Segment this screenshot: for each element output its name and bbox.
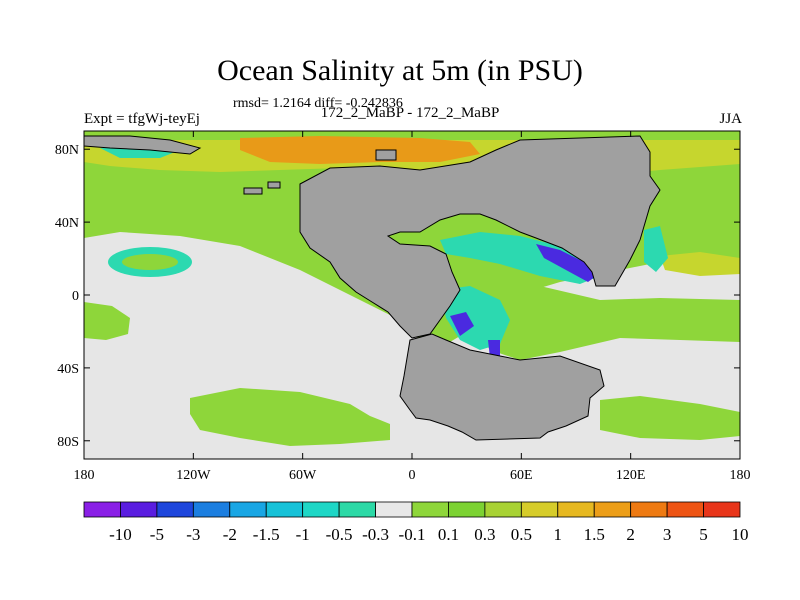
colorbar-label: -1.5 (253, 525, 280, 544)
experiment-label: Expt = tfgWj-teyEj (84, 111, 200, 127)
field-positive-atlantic (468, 282, 740, 360)
land-north (299, 135, 661, 339)
lon-tick-label: 0 (409, 468, 416, 483)
colorbar-swatch (83, 501, 121, 518)
lat-tick-label: 0 (72, 289, 79, 304)
field-positive-southeast (600, 396, 740, 440)
land-south (399, 333, 605, 441)
field-strong-negative-4 (450, 312, 474, 336)
colorbar-label: 2 (626, 525, 635, 544)
field-very-high-north (240, 136, 480, 164)
lon-tick-label: 60E (510, 468, 533, 483)
lon-tick-label: 120W (176, 468, 211, 483)
field-high-east (660, 252, 740, 276)
colorbar-label: 0.3 (474, 525, 495, 544)
land-islet-1 (243, 187, 263, 195)
colorbar-swatch (630, 501, 668, 518)
field-positive-west-tip (84, 302, 130, 340)
colorbar-label: 5 (699, 525, 708, 544)
lat-tick-label: 40S (57, 362, 79, 377)
colorbar-label: 0.1 (438, 525, 459, 544)
colorbar-label: -2 (223, 525, 237, 544)
colorbar-swatch (593, 501, 632, 518)
lon-tick-label: 180 (74, 468, 95, 483)
field-positive-south (190, 388, 390, 446)
colorbar-label: -0.5 (326, 525, 353, 544)
run-label: 172_2_MaBP - 172_2_MaBP (320, 105, 500, 121)
colorbar-label: 10 (732, 525, 749, 544)
lat-tick-label: 40N (55, 216, 79, 231)
plot-title: Ocean Salinity at 5m (in PSU) (217, 54, 583, 87)
lon-tick-label: 60W (289, 468, 317, 483)
field-negative-east (644, 226, 668, 272)
field-strong-negative-3 (536, 244, 596, 282)
field-negative-channel (440, 232, 600, 284)
colorbar-swatch (411, 501, 449, 518)
colorbar-swatch (338, 501, 376, 518)
colorbar-label: -0.3 (362, 525, 389, 544)
colorbar-swatch (557, 501, 595, 518)
colorbar-swatch (703, 501, 741, 518)
colorbar-swatch (448, 501, 486, 518)
field-negative-gulf (440, 286, 510, 350)
colorbar-swatch (229, 501, 267, 518)
colorbar-swatch (302, 501, 340, 518)
stats-line: rmsd= 1.2164 diff= -0.242836 (233, 96, 403, 111)
colorbar-swatch (156, 501, 194, 518)
colorbar: -10 -5 -3 -2 -1.5 -1 -0.5 -0.3 -0.1 0.1 0.3 0.5 1 1.5… (83, 501, 749, 544)
colorbar-label: -0.1 (399, 525, 426, 544)
lon-tick-label: 180 (730, 468, 751, 483)
land-islet-3 (375, 149, 397, 161)
colorbar-swatch (375, 501, 413, 518)
lon-tick-label: 120E (616, 468, 646, 483)
colorbar-swatch (120, 501, 158, 518)
colorbar-label: -5 (150, 525, 164, 544)
colorbar-label: -1 (296, 525, 310, 544)
colorbar-label: 0.5 (511, 525, 532, 544)
colorbar-label: 1 (554, 525, 563, 544)
colorbar-label: 1.5 (584, 525, 605, 544)
season-label: JJA (719, 111, 742, 127)
lat-tick-label: 80S (57, 435, 79, 450)
colorbar-label: -3 (186, 525, 200, 544)
colorbar-label: -10 (109, 525, 132, 544)
colorbar-swatch (192, 501, 231, 518)
map-field (84, 131, 740, 459)
land-islet-2 (267, 181, 281, 189)
axis-ticks: 80N 40N 0 40S 80S 180 120W 60W 0 60E 120E 180 (55, 131, 751, 483)
colorbar-swatch (484, 501, 522, 518)
land-arctic-islands (84, 135, 202, 155)
field-strong-negative-5 (488, 340, 500, 358)
lat-tick-label: 80N (55, 143, 79, 158)
colorbar-swatch (520, 501, 559, 518)
field-negative-eddy-core (122, 254, 178, 270)
colorbar-label: 3 (663, 525, 672, 544)
colorbar-swatch (265, 501, 304, 518)
colorbar-swatch (666, 501, 704, 518)
